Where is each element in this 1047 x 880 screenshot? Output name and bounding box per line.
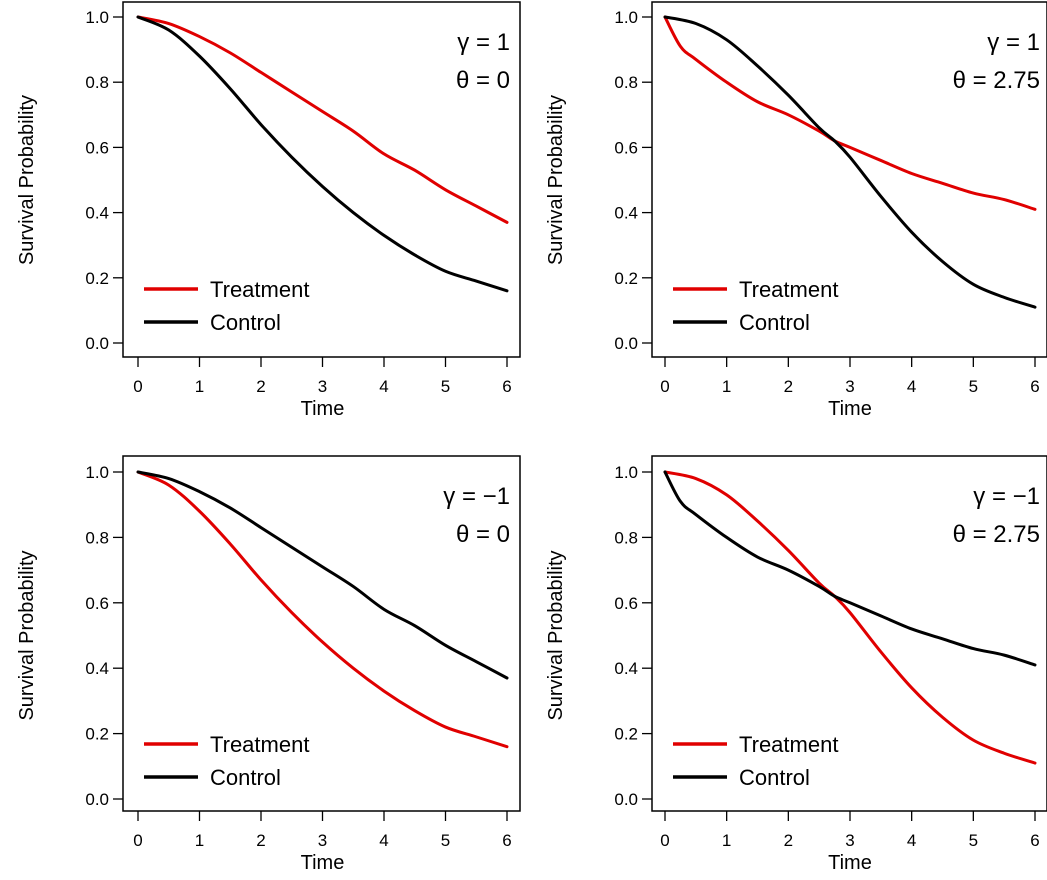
theta-annotation: θ = 2.75 [953,521,1040,548]
x-tick-label: 1 [195,831,204,850]
x-tick-label: 1 [722,831,731,850]
series-line-treatment [663,470,1037,765]
x-axis-label: Time [301,852,345,874]
y-tick-label: 0.8 [614,528,638,547]
legend-label-control: Control [210,310,281,335]
y-tick-label: 0.2 [614,269,638,288]
legend: Treatment Control [144,277,309,335]
y-tick-label: 0.4 [85,204,109,223]
x-tick-label: 6 [1030,377,1039,396]
y-tick-label: 0.0 [614,334,638,353]
y-tick-label: 0.6 [85,594,109,613]
x-tick-label: 3 [318,831,327,850]
x-tick-label: 1 [722,377,731,396]
y-tick-label: 0.8 [85,73,109,92]
legend-label-treatment: Treatment [739,277,838,302]
legend: Treatment Control [673,732,838,790]
theta-annotation: θ = 0 [456,67,510,94]
x-tick-label: 4 [907,377,916,396]
gamma-annotation: γ = 1 [457,29,510,56]
legend-label-control: Control [739,310,810,335]
x-axis-label: Time [301,398,345,420]
x-tick-label: 2 [256,831,265,850]
x-tick-label: 5 [441,831,450,850]
x-tick-label: 0 [133,377,142,396]
panel-1: 0.0 0.2 0.4 0.6 0.8 1.0 0 1 2 3 4 5 6 Time Survival Pr… [16,1,521,420]
x-tick-label: 6 [502,377,511,396]
series-line-control [136,470,509,680]
y-tick-label: 1.0 [614,463,638,482]
x-tick-label: 3 [845,831,854,850]
x-tick-label: 0 [660,377,669,396]
panel-3: 0.0 0.2 0.4 0.6 0.8 1.0 0 1 2 3 4 5 6 Time Survival Pr… [16,455,521,874]
x-tick-label: 4 [379,831,388,850]
y-tick-label: 0.2 [85,725,109,744]
y-tick-label: 0.6 [85,138,109,157]
y-tick-label: 1.0 [85,463,109,482]
x-tick-label: 4 [379,377,388,396]
gamma-annotation: γ = 1 [987,29,1040,56]
y-tick-label: 0.4 [85,659,109,678]
series-line-control [663,470,1037,667]
legend-label-treatment: Treatment [210,277,309,302]
y-tick-label: 0.6 [614,138,638,157]
y-tick-label: 0.6 [614,594,638,613]
x-tick-label: 4 [907,831,916,850]
x-tick-label: 3 [845,377,854,396]
y-tick-label: 1.0 [614,8,638,27]
legend: Treatment Control [144,732,309,790]
x-tick-label: 5 [969,377,978,396]
legend-label-control: Control [739,765,810,790]
gamma-annotation: γ = −1 [973,483,1040,510]
series-line-treatment [136,15,509,224]
x-tick-label: 5 [969,831,978,850]
x-tick-label: 3 [318,377,327,396]
x-tick-label: 2 [784,377,793,396]
x-tick-label: 2 [256,377,265,396]
y-tick-label: 0.2 [614,725,638,744]
panel-2: 0.0 0.2 0.4 0.6 0.8 1.0 0 1 2 3 4 5 6 Time Survival Pr… [545,1,1047,420]
x-tick-label: 1 [195,377,204,396]
legend-label-control: Control [210,765,281,790]
y-tick-label: 1.0 [85,8,109,27]
y-tick-label: 0.8 [85,528,109,547]
y-tick-label: 0.0 [85,790,109,809]
plot-frame [122,455,521,812]
series-line-control [136,15,509,293]
x-axis-label: Time [828,398,872,420]
x-tick-label: 5 [441,377,450,396]
y-tick-label: 0.2 [85,269,109,288]
y-tick-label: 0.8 [614,73,638,92]
x-axis-label: Time [828,852,872,874]
x-tick-label: 0 [133,831,142,850]
series-line-treatment [663,15,1037,211]
plot-frame [122,1,521,358]
legend: Treatment Control [673,277,838,335]
y-tick-label: 0.0 [614,790,638,809]
y-axis-label: Survival Probability [545,95,567,265]
y-tick-label: 0.4 [614,659,638,678]
series-line-control [663,15,1037,309]
legend-label-treatment: Treatment [739,732,838,757]
y-axis-label: Survival Probability [545,550,567,720]
legend-label-treatment: Treatment [210,732,309,757]
gamma-annotation: γ = −1 [443,483,510,510]
y-axis-label: Survival Probability [16,550,38,720]
x-tick-label: 0 [660,831,669,850]
series-line-treatment [136,470,509,749]
panel-4: 0.0 0.2 0.4 0.6 0.8 1.0 0 1 2 3 4 5 6 Time Survival Pr… [545,455,1047,874]
y-tick-label: 0.4 [614,204,638,223]
y-axis-label: Survival Probability [16,95,38,265]
x-tick-label: 6 [1030,831,1039,850]
x-tick-label: 6 [502,831,511,850]
theta-annotation: θ = 2.75 [953,67,1040,94]
theta-annotation: θ = 0 [456,521,510,548]
y-tick-label: 0.0 [85,334,109,353]
x-tick-label: 2 [784,831,793,850]
